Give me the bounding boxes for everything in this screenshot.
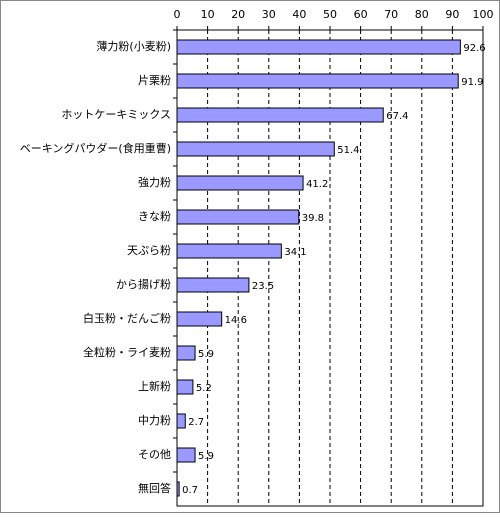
data-label: 5.9 <box>198 451 214 462</box>
y-tick-label: ベーキングパウダー(食用重曹) <box>20 141 171 155</box>
y-tick-label: 強力粉 <box>138 176 171 189</box>
x-tick-label: 40 <box>292 8 306 21</box>
bar <box>176 447 196 463</box>
y-tick-label: 全粒粉・ライ麦粉 <box>83 345 171 359</box>
bar <box>176 243 282 259</box>
y-tick-label: 片栗粉 <box>138 74 171 87</box>
bar <box>176 311 223 327</box>
data-label: 2.7 <box>188 417 204 428</box>
y-tick-label: 薄力粉(小麦粉) <box>96 39 171 53</box>
y-tick-label: ホットケーキミックス <box>61 108 171 121</box>
data-label: 41.2 <box>306 179 328 190</box>
y-tick-label: 白玉粉・だんご粉 <box>83 311 171 325</box>
bar <box>176 209 300 225</box>
x-tick-label: 80 <box>415 8 429 21</box>
bar <box>176 277 250 293</box>
y-tick-label: その他 <box>138 448 171 461</box>
x-tick-label: 0 <box>174 8 181 21</box>
data-label: 14.6 <box>225 315 247 326</box>
data-label: 51.4 <box>337 145 359 156</box>
bar <box>176 107 384 123</box>
data-label: 34.1 <box>284 247 306 258</box>
x-tick-label: 90 <box>445 8 459 21</box>
x-tick-label: 20 <box>231 8 245 21</box>
bar <box>176 141 335 157</box>
y-tick-label: 上新粉 <box>138 379 171 393</box>
data-label: 67.4 <box>386 111 408 122</box>
x-tick-label: 10 <box>201 8 215 21</box>
data-label: 0.7 <box>182 485 198 496</box>
bar <box>176 175 304 191</box>
y-tick-label: 中力粉 <box>138 414 171 427</box>
data-label: 5.9 <box>198 349 214 360</box>
bar <box>176 39 461 55</box>
y-tick-label: 無回答 <box>138 481 171 495</box>
bar <box>176 73 459 89</box>
x-tick-label: 70 <box>384 8 398 21</box>
data-label: 92.6 <box>463 43 485 54</box>
data-label: 91.9 <box>461 77 483 88</box>
data-label: 23.5 <box>252 281 274 292</box>
y-tick-label: から揚げ粉 <box>116 278 171 291</box>
bar <box>176 379 194 395</box>
x-tick-label: 60 <box>354 8 368 21</box>
bar <box>176 481 180 497</box>
bar <box>176 345 196 361</box>
y-tick-label: きな粉 <box>138 210 171 223</box>
x-tick-label: 100 <box>473 8 494 21</box>
x-tick-label: 30 <box>262 8 276 21</box>
bar <box>176 413 186 429</box>
y-tick-label: 天ぷら粉 <box>127 244 171 257</box>
data-label: 39.8 <box>302 213 324 224</box>
x-tick-label: 50 <box>323 8 337 21</box>
data-label: 5.2 <box>196 383 212 394</box>
